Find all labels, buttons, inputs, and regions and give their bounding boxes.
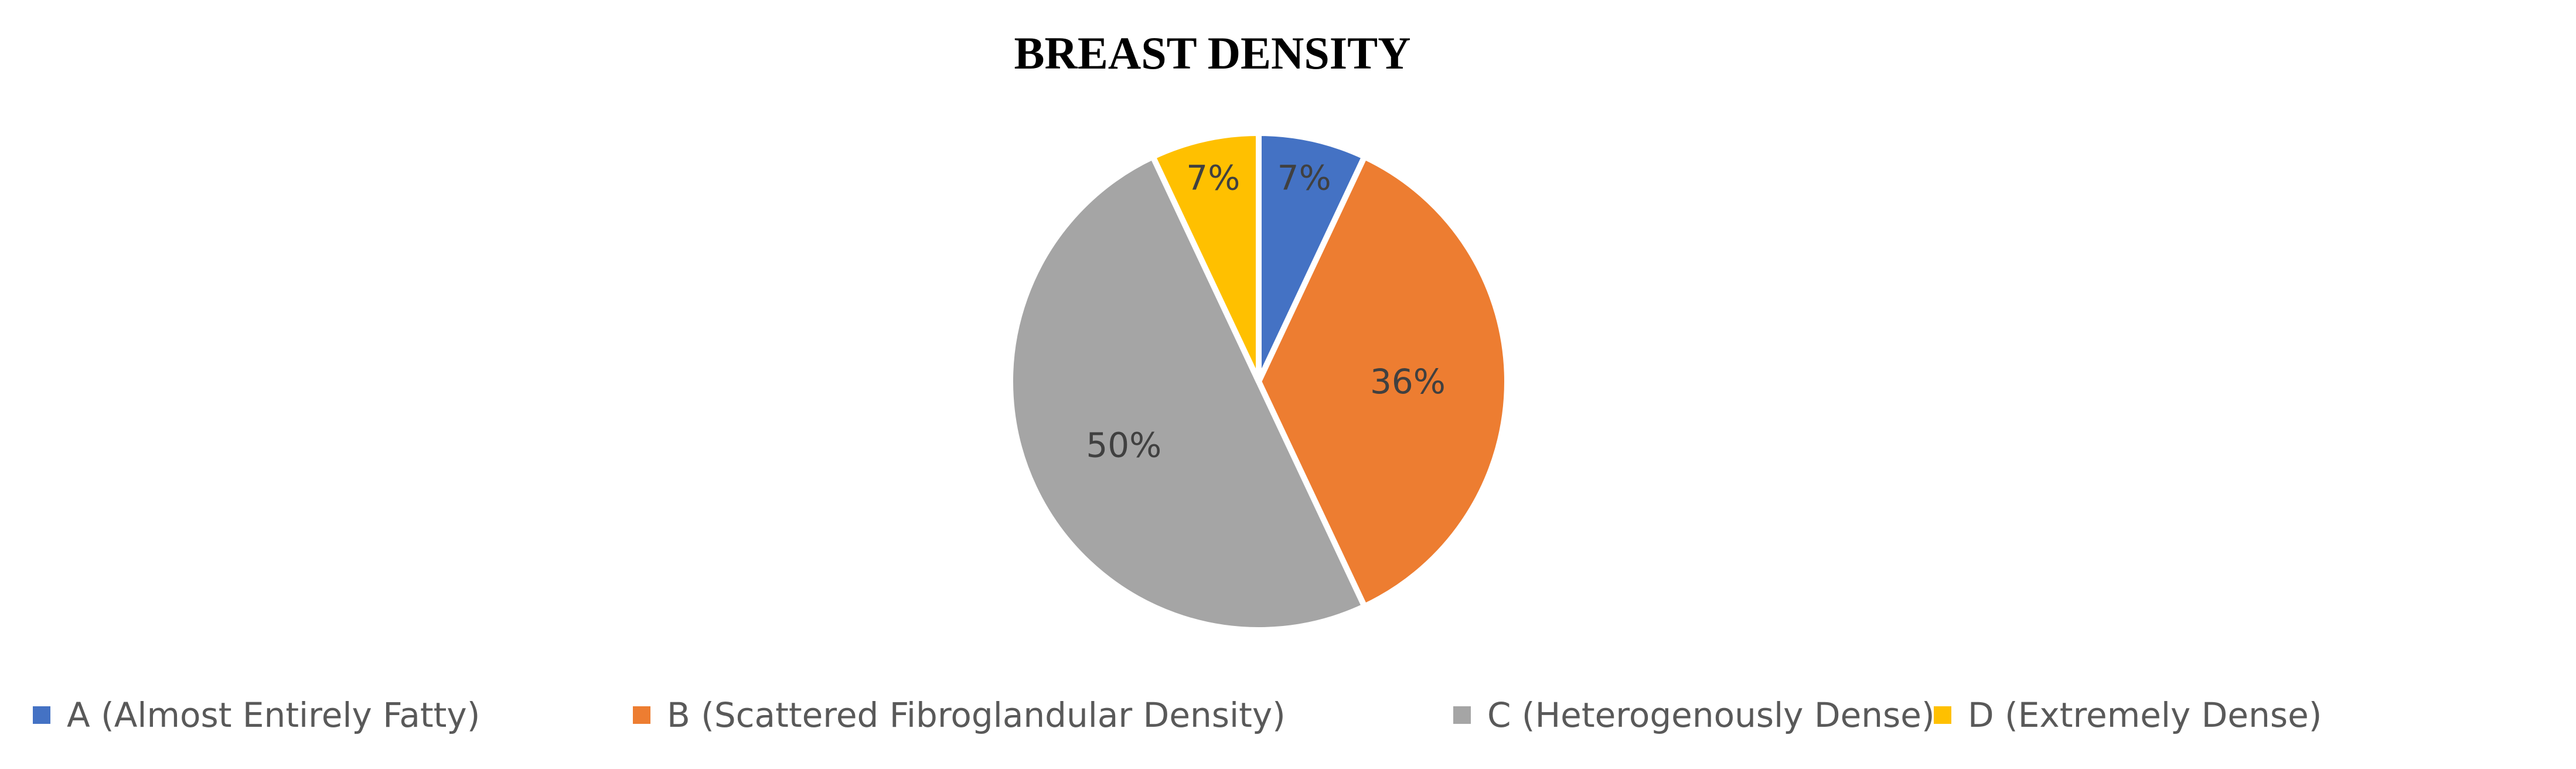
data-label-d: 7% [1186, 158, 1240, 198]
legend-swatch [1934, 706, 1951, 724]
legend-item-b: B (Scattered Fibroglandular Density) [633, 695, 1286, 735]
legend-swatch [1453, 706, 1471, 724]
legend-label: D (Extremely Dense) [1968, 695, 2322, 735]
legend-swatch [33, 706, 50, 724]
legend-swatch [633, 706, 650, 724]
pie-slice-d [1150, 130, 1262, 385]
legend-item-a: A (Almost Entirely Fatty) [33, 695, 480, 735]
pie-slice-c [1007, 154, 1368, 634]
data-label-a: 7% [1277, 158, 1331, 198]
pie-slice-b [1256, 154, 1511, 610]
legend-label: C (Heterogenously Dense) [1487, 695, 1935, 735]
data-label-c: 50% [1086, 425, 1161, 465]
chart-title: BREAST DENSITY [1014, 28, 1411, 79]
legend: A (Almost Entirely Fatty) B (Scattered Fi… [33, 695, 2322, 735]
data-labels: 7% 36% 50% 7% [1086, 158, 1446, 465]
data-label-b: 36% [1370, 362, 1446, 401]
legend-item-d: D (Extremely Dense) [1934, 695, 2322, 735]
pie-slices [1007, 130, 1511, 634]
legend-label: B (Scattered Fibroglandular Density) [667, 695, 1286, 735]
legend-item-c: C (Heterogenously Dense) [1453, 695, 1935, 735]
legend-label: A (Almost Entirely Fatty) [67, 695, 480, 735]
